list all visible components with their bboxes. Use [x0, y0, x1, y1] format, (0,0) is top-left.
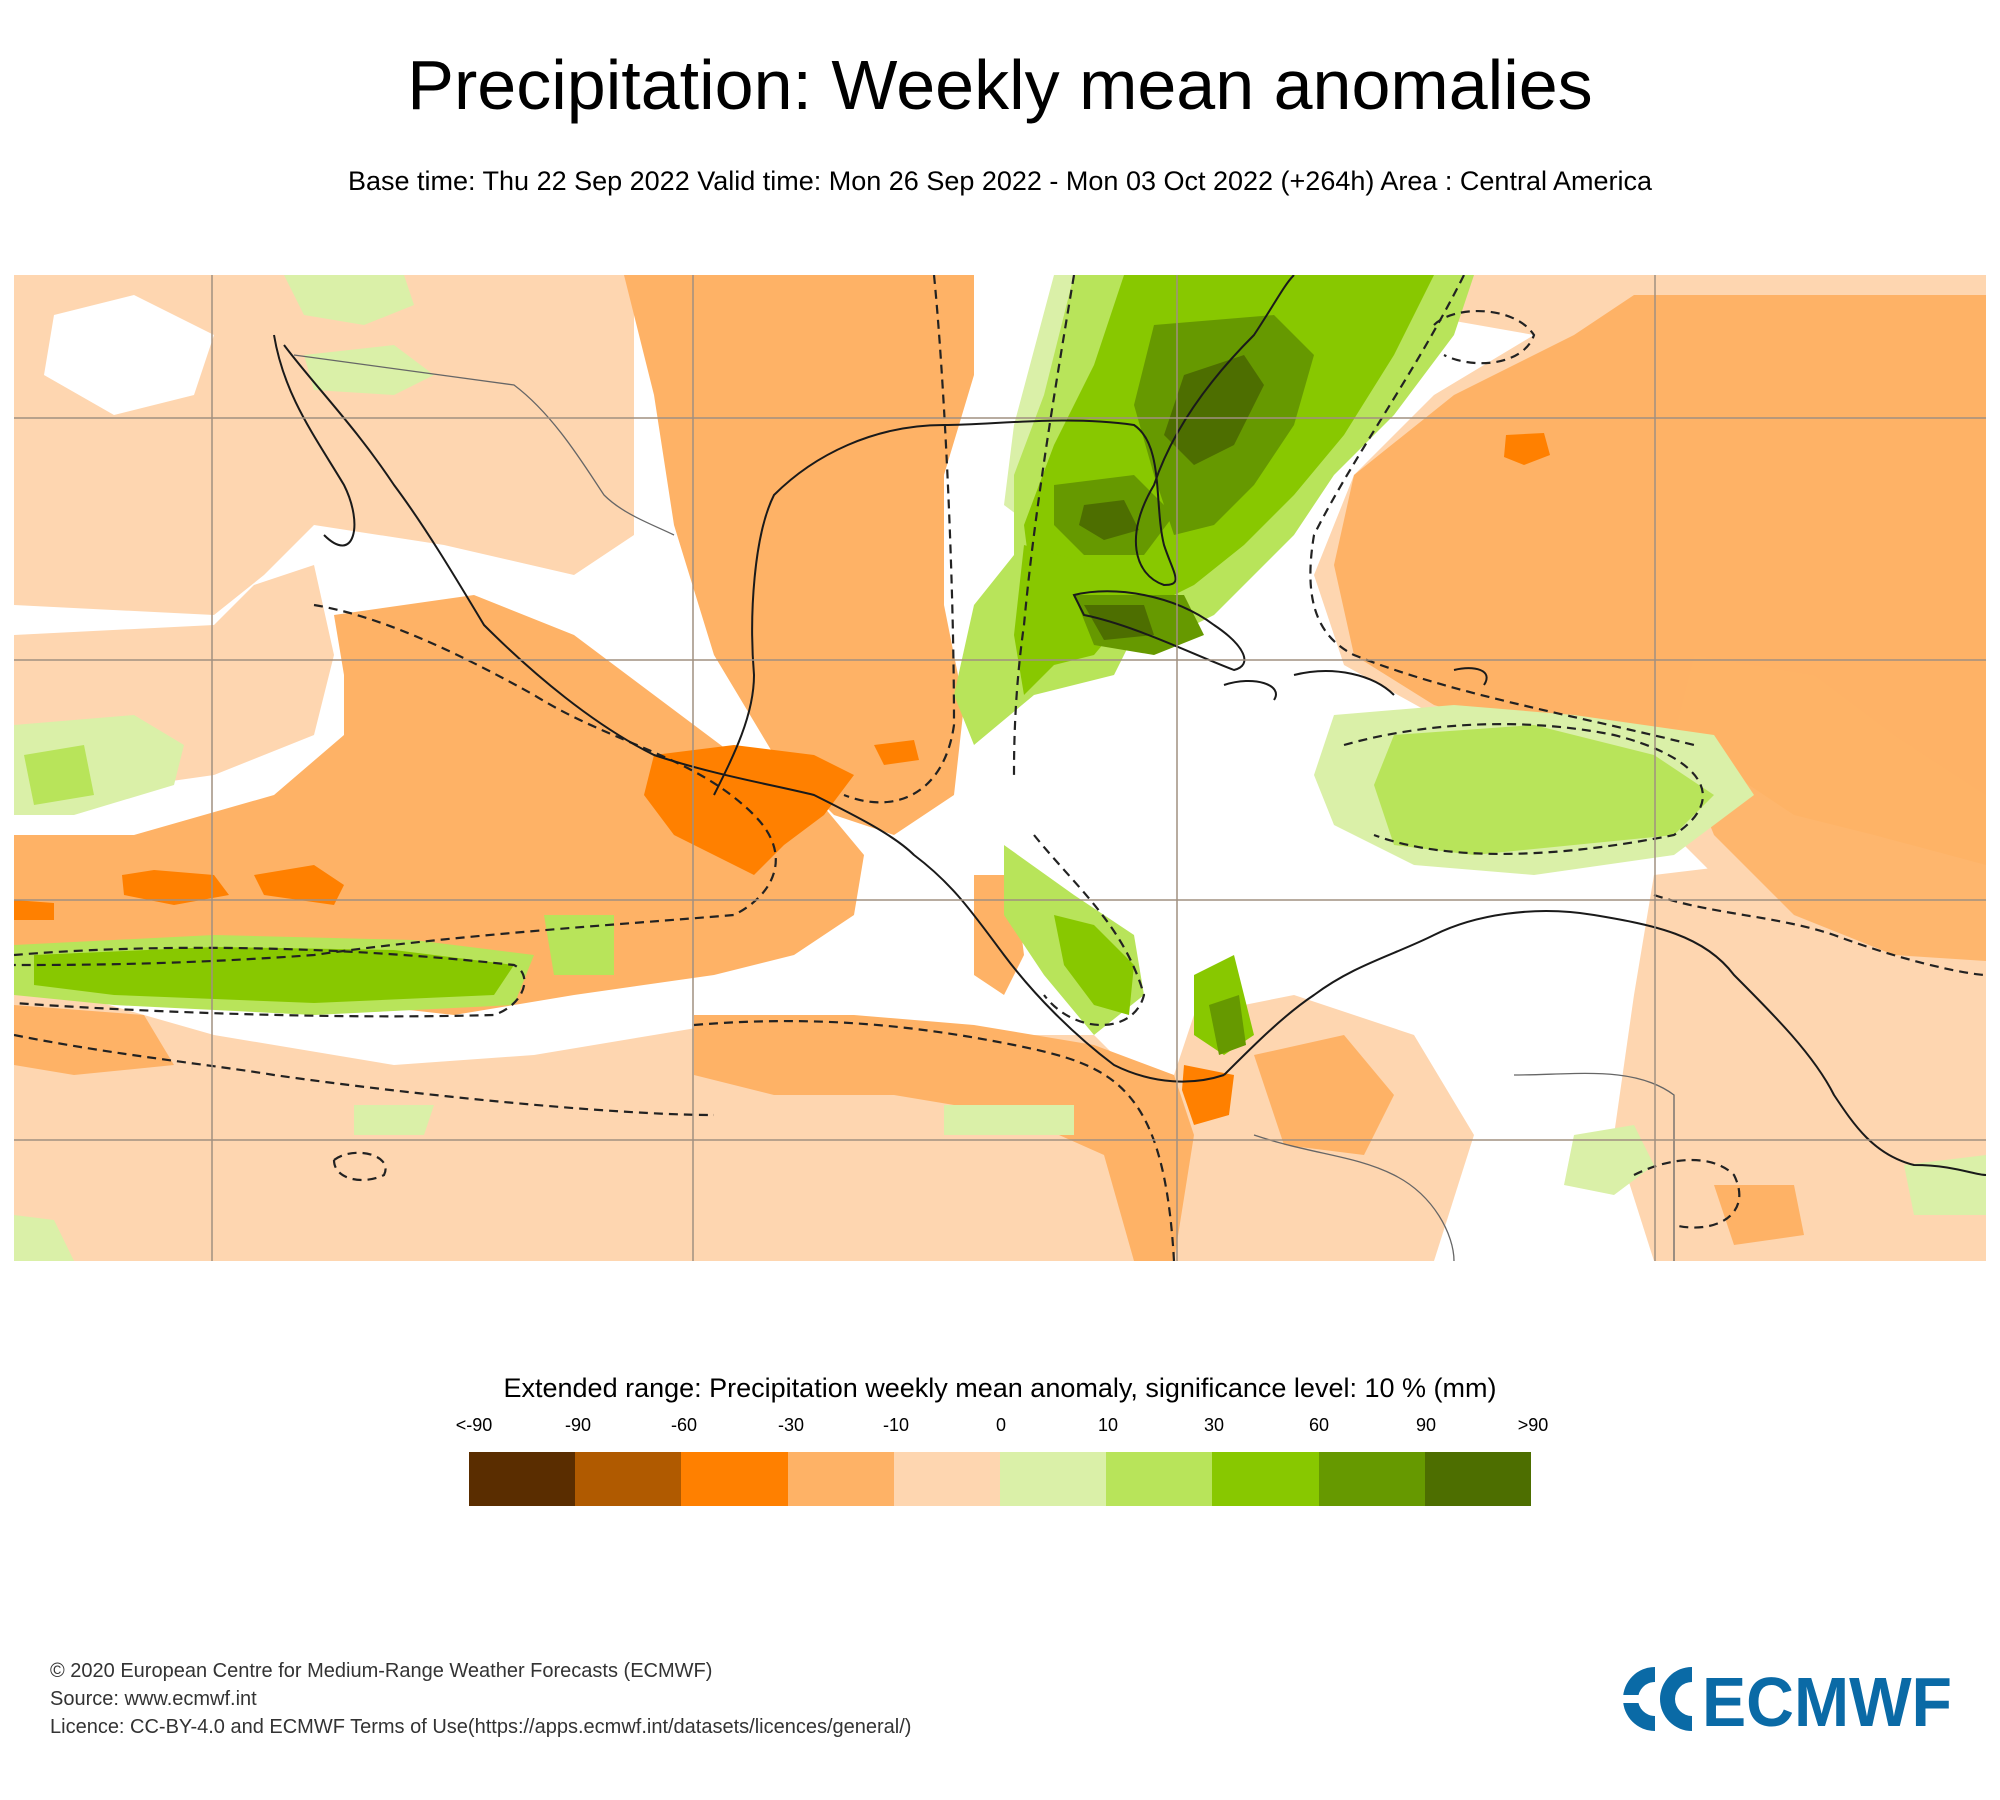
ecmwf-logo-icon: [1620, 1667, 1692, 1731]
legend-label: 60: [1308, 1415, 1330, 1435]
chart-subtitle: Base time: Thu 22 Sep 2022 Valid time: M…: [347, 166, 1652, 196]
legend-label: 0: [995, 1415, 1007, 1435]
legend-label: -30: [777, 1415, 805, 1435]
country-borders: [293, 354, 1675, 1261]
copyright-text: © 2020 European Centre for Medium-Range …: [50, 1660, 713, 1682]
gridlines: [14, 275, 1986, 1261]
legend-swatch: [469, 1452, 576, 1506]
legend-colorbar: [469, 1452, 1532, 1506]
legend-label: -60: [670, 1415, 698, 1435]
legend-label: -90: [564, 1415, 592, 1435]
legend-label: 10: [1097, 1415, 1119, 1435]
legend-labels: <-90 -90 -60 -30 -10 0 10 30 60 90 >90: [0, 1414, 2000, 1440]
legend-swatch: [681, 1452, 788, 1506]
legend-swatch: [1106, 1452, 1213, 1506]
legend-title: Extended range: Precipitation weekly mea…: [503, 1373, 1497, 1403]
legend-swatch: [1424, 1452, 1532, 1506]
licence-text: Licence: CC-BY-4.0 and ECMWF Terms of Us…: [50, 1716, 912, 1738]
legend-swatch: [1318, 1452, 1425, 1506]
legend-label: -10: [882, 1415, 910, 1435]
footer: © 2020 European Centre for Medium-Range …: [50, 1657, 911, 1741]
chart-title: Precipitation: Weekly mean anomalies: [407, 46, 1593, 124]
legend-label: <-90: [455, 1415, 493, 1435]
legend-swatch: [1212, 1452, 1319, 1506]
legend-swatch: [575, 1452, 682, 1506]
legend-label: 30: [1203, 1415, 1225, 1435]
ecmwf-logo-text: ECMWF: [1702, 1664, 1952, 1734]
legend-swatch: [1000, 1452, 1107, 1506]
anomaly-map: [14, 275, 1986, 1261]
legend-label: >90: [1517, 1415, 1549, 1435]
legend-swatch: [787, 1452, 894, 1506]
significance-contours: [14, 275, 1986, 1261]
ecmwf-logo: ECMWF: [1620, 1664, 1952, 1734]
source-link[interactable]: Source: www.ecmwf.int: [50, 1688, 257, 1710]
legend-swatch: [893, 1452, 1001, 1506]
legend-label: 90: [1415, 1415, 1437, 1435]
coastlines: [273, 275, 1986, 1176]
